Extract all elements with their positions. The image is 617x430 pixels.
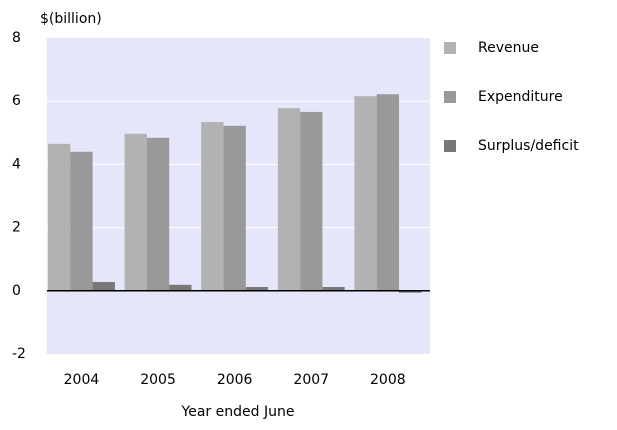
y-tick-label: 4	[12, 156, 21, 172]
bar	[169, 284, 192, 291]
bar	[92, 281, 115, 291]
x-tick-label: 2008	[370, 372, 406, 388]
bar	[322, 287, 345, 291]
x-tick-label: 2005	[140, 372, 176, 388]
legend-label: Revenue	[478, 40, 539, 56]
y-tick-label: 2	[12, 220, 21, 236]
legend-swatch	[444, 42, 456, 54]
bar	[48, 143, 71, 291]
bar	[201, 122, 224, 291]
x-tick-label: 2007	[293, 372, 329, 388]
bar	[223, 125, 246, 291]
legend-label: Expenditure	[478, 89, 563, 105]
x-tick-label: 2004	[64, 372, 100, 388]
x-axis-label: Year ended June	[181, 404, 295, 420]
bar	[354, 96, 377, 291]
bar	[399, 290, 422, 293]
legend-swatch	[444, 140, 456, 152]
bar	[70, 151, 93, 291]
legend-label: Surplus/deficit	[478, 138, 579, 154]
bar	[300, 111, 323, 291]
legend-swatch	[444, 91, 456, 103]
y-tick-label: 8	[12, 30, 21, 46]
bar	[245, 287, 269, 291]
y-tick-label: -2	[12, 346, 26, 362]
y-tick-label: 6	[12, 93, 21, 109]
y-axis-label: $(billion)	[40, 11, 102, 27]
bar	[376, 94, 399, 291]
bar	[124, 133, 147, 291]
x-tick-label: 2006	[217, 372, 253, 388]
bar	[277, 108, 301, 291]
y-tick-label: 0	[12, 283, 21, 299]
bar	[146, 137, 170, 291]
